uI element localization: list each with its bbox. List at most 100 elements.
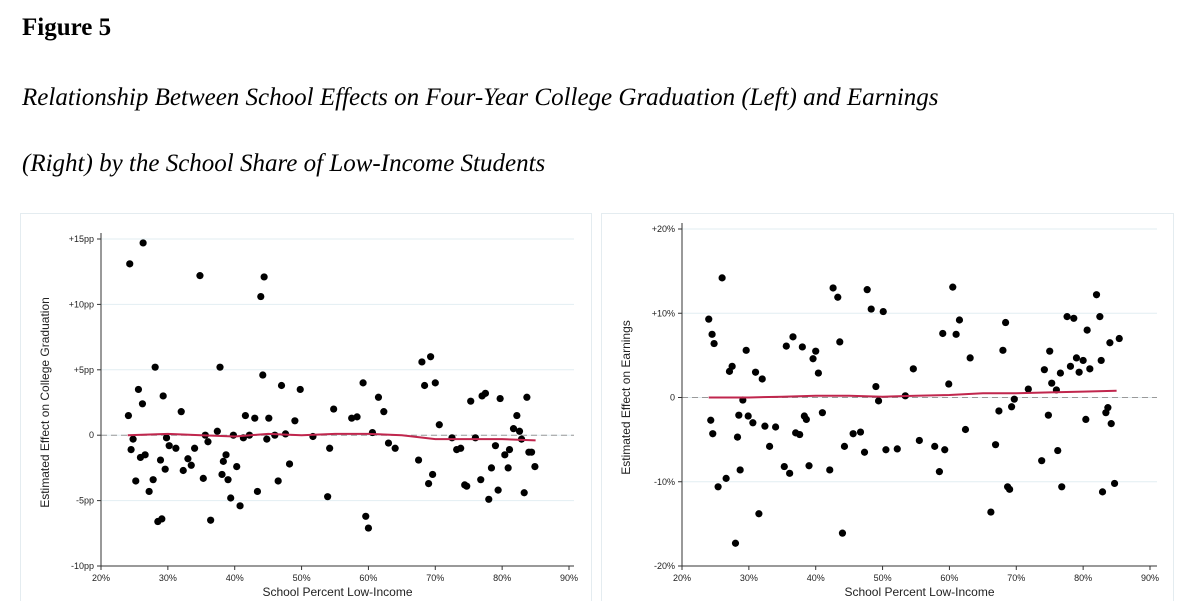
y-tick-label: -5pp (76, 496, 94, 506)
scatter-point (961, 425, 970, 434)
scatter-point (834, 293, 842, 301)
scatter-point (829, 284, 837, 292)
x-tick-label: 80% (493, 573, 511, 583)
scatter-point (353, 413, 361, 421)
scatter-point (838, 529, 847, 537)
x-tick-label: 50% (293, 573, 311, 583)
scatter-point (158, 515, 166, 523)
scatter-point (744, 412, 752, 420)
trend-line (708, 389, 1117, 399)
scatter-point (1048, 379, 1056, 387)
y-axis-title: Estimated Effect on Earnings (619, 320, 633, 475)
scatter-point (955, 316, 964, 324)
scatter-point (527, 448, 536, 456)
scatter-point (765, 442, 774, 450)
x-tick-label: 90% (1141, 573, 1159, 583)
x-tick-label: 60% (359, 573, 377, 583)
x-tick-label: 30% (740, 573, 758, 583)
scatter-point (501, 451, 509, 459)
scatter-point (277, 381, 286, 390)
scatter-point (505, 445, 514, 454)
scatter-point (380, 408, 388, 416)
y-tick-label: 0 (670, 393, 675, 403)
scatter-point (836, 338, 844, 346)
scatter-point (165, 442, 173, 450)
scatter-point (1046, 347, 1054, 355)
scatter-point (1082, 415, 1090, 424)
scatter-point (251, 414, 259, 422)
scatter-point (222, 451, 230, 459)
right-chart-panel: -20% -10% 0 +10% +20% 20% 30% 40% 50% 60% 70% 80% 90… (601, 213, 1174, 601)
scatter-point (1056, 369, 1065, 377)
scatter-point (780, 462, 788, 471)
scatter-point (330, 405, 338, 413)
earnings-scatter-chart: -20% -10% 0 +10% +20% 20% 30% 40% 50% 60% 70% 80% 90… (619, 223, 1159, 599)
scatter-point (191, 444, 199, 452)
scatter-point (435, 421, 443, 429)
scatter-point (253, 487, 262, 496)
scatter-point (735, 411, 743, 419)
scatter-point (1092, 291, 1101, 299)
scatter-point (1066, 362, 1075, 370)
scatter-point (782, 342, 790, 350)
scatter-point (453, 445, 461, 454)
scatter-point (1001, 318, 1010, 327)
scatter-point (161, 465, 169, 473)
scatter-point (879, 307, 887, 316)
scatter-point (391, 444, 399, 452)
scatter-point (139, 239, 147, 247)
scatter-point (138, 400, 147, 408)
scatter-point (520, 489, 528, 497)
scatter-point (260, 273, 268, 281)
scatter-point (179, 466, 187, 475)
y-tick-label: 0 (89, 430, 94, 440)
scatter-point (707, 416, 715, 424)
scatter-point (420, 381, 429, 390)
scatter-point (999, 346, 1007, 354)
scatter-point (296, 385, 304, 394)
scatter-point (162, 434, 171, 442)
scatter-point (429, 470, 437, 479)
scatter-point (425, 479, 433, 488)
scatter-point (1110, 479, 1119, 488)
scatter-point (326, 444, 334, 452)
scatter-point (1024, 385, 1032, 393)
scatter-point (987, 508, 995, 516)
scatter-point (199, 474, 207, 482)
scatter-point (487, 464, 496, 472)
figure-caption-line-1: Relationship Between School Effects on F… (22, 84, 939, 111)
scatter-point (364, 524, 373, 532)
scatter-point (159, 392, 167, 400)
scatter-point (418, 358, 426, 366)
y-tick-label: -20% (654, 561, 675, 571)
scatter-point (207, 516, 215, 524)
scatter-point (1107, 420, 1115, 428)
scatter-point (758, 375, 766, 383)
scatter-point (427, 353, 435, 361)
y-tick-label: +15pp (69, 234, 94, 244)
scatter-point (129, 435, 137, 443)
scatter-point (786, 469, 794, 477)
x-tick-label: 40% (807, 573, 825, 583)
scatter-point (714, 483, 722, 491)
scatter-point (374, 393, 383, 401)
y-tick-label: -10pp (71, 561, 94, 571)
scatter-point (491, 442, 500, 450)
scatter-point (798, 343, 806, 351)
x-tick-label: 30% (159, 573, 177, 583)
scatter-point (749, 419, 757, 427)
scatter-point (448, 434, 456, 442)
scatter-point (1083, 326, 1091, 334)
scatter-point (141, 451, 149, 459)
scatter-point (708, 330, 716, 338)
x-tick-label: 20% (92, 573, 110, 583)
x-tick-label: 70% (426, 573, 444, 583)
scatter-point (856, 428, 865, 436)
x-tick-label: 90% (560, 573, 578, 583)
scatter-point (227, 494, 235, 502)
scatter-point (509, 425, 518, 433)
scatter-point (1070, 314, 1078, 322)
scatter-point (213, 427, 221, 435)
scatter-point (494, 486, 502, 494)
figure-label: Figure 5 (22, 14, 112, 41)
